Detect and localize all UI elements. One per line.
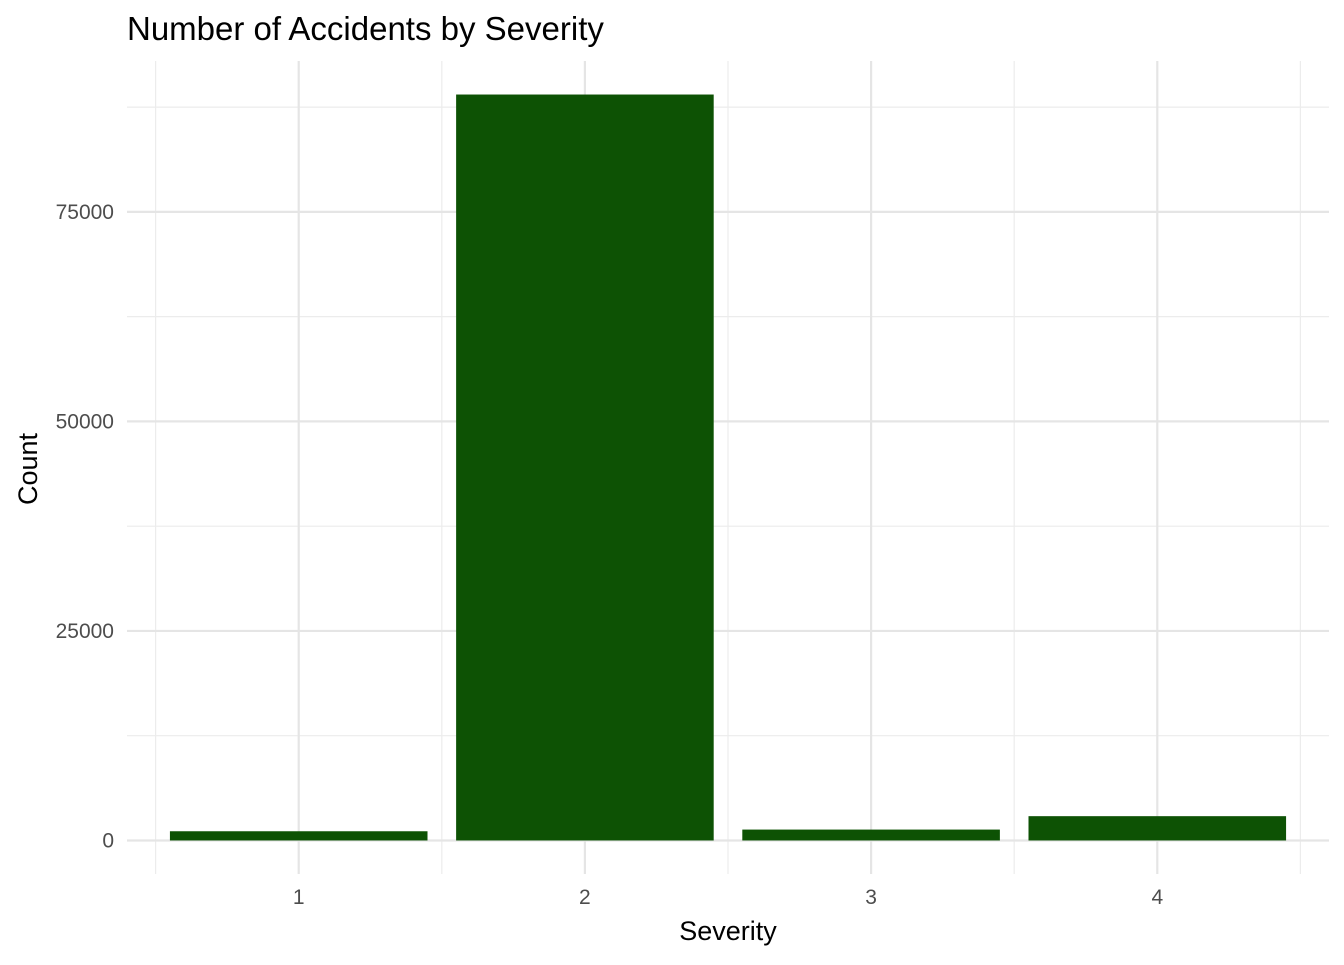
bar-severity-4 — [1028, 816, 1287, 841]
y-tick-label: 75000 — [56, 201, 114, 224]
bar-severity-3 — [742, 829, 1000, 841]
x-tick-label: 3 — [865, 886, 877, 909]
bar-severity-2 — [456, 94, 714, 841]
y-axis-title: Count — [13, 432, 43, 505]
bars — [169, 94, 1287, 841]
grid-lines — [127, 61, 1329, 874]
bar-severity-1 — [169, 831, 428, 841]
y-tick-label: 50000 — [56, 410, 114, 433]
y-axis-tick-labels: 0 25000 50000 75000 — [56, 201, 114, 853]
chart-title: Number of Accidents by Severity — [127, 10, 604, 47]
y-tick-label: 0 — [102, 829, 114, 852]
x-tick-label: 2 — [579, 886, 591, 909]
x-tick-label: 4 — [1151, 886, 1163, 909]
x-axis-tick-labels: 1 2 3 4 — [293, 886, 1164, 909]
y-tick-label: 25000 — [56, 620, 114, 643]
x-axis-title: Severity — [679, 916, 777, 946]
x-tick-label: 1 — [293, 886, 305, 909]
